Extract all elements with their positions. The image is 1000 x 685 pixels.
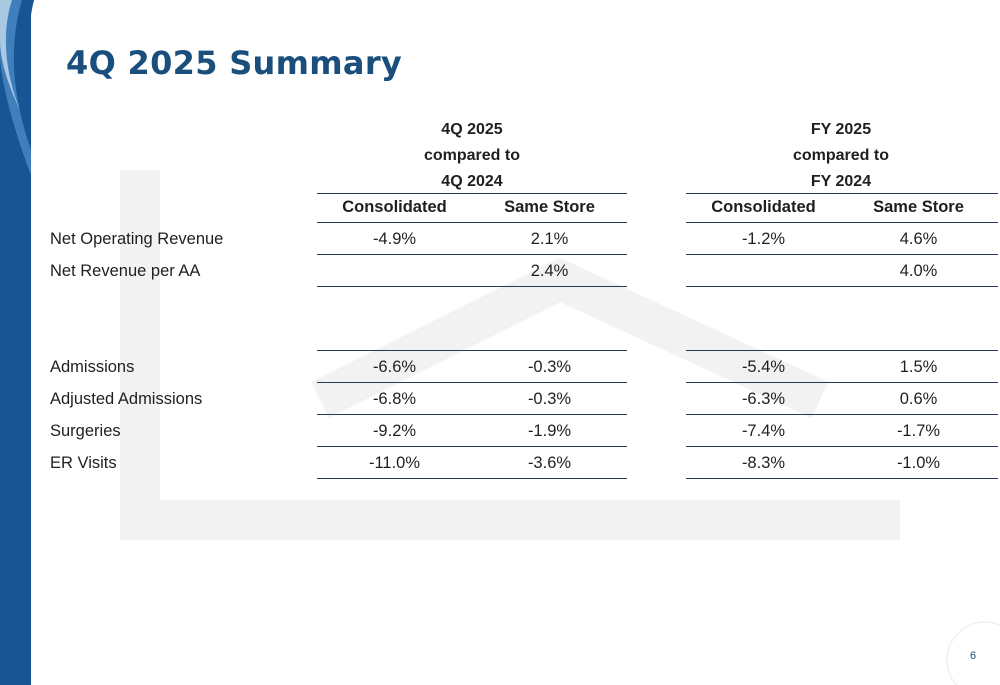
table-rule bbox=[317, 382, 627, 383]
table-rule bbox=[686, 414, 998, 415]
slide-title: 4Q 2025 Summary bbox=[66, 44, 403, 82]
col-header-fy-same-store: Same Store bbox=[873, 198, 964, 216]
group-header-line: compared to bbox=[792, 147, 889, 164]
row-label-net-revenue-per-aa: Net Revenue per AA bbox=[50, 262, 201, 280]
group-header-year: FY 2025 compared to FY 2024 bbox=[686, 117, 996, 195]
group-header-line: compared to bbox=[423, 147, 520, 164]
table-rule bbox=[686, 286, 998, 287]
col-header-fy-consolidated: Consolidated bbox=[711, 198, 816, 216]
cell-q-consolidated: -4.9% bbox=[372, 230, 417, 248]
cell-fy-same-store: -1.7% bbox=[896, 422, 941, 440]
table-rule bbox=[317, 222, 627, 223]
cell-fy-consolidated: -1.2% bbox=[741, 230, 786, 248]
group-header-line: FY 2025 bbox=[810, 121, 872, 138]
cell-q-consolidated: -9.2% bbox=[372, 422, 417, 440]
cell-fy-same-store: 4.0% bbox=[899, 262, 938, 280]
sidebar-decoration bbox=[0, 0, 34, 685]
table-rule bbox=[686, 478, 998, 479]
cell-q-same-store: 2.1% bbox=[530, 230, 569, 248]
table-rule bbox=[686, 382, 998, 383]
cell-fy-consolidated: -6.3% bbox=[741, 390, 786, 408]
row-label-admissions: Admissions bbox=[50, 358, 135, 376]
cell-fy-consolidated: -5.4% bbox=[741, 358, 786, 376]
cell-q-same-store: -1.9% bbox=[527, 422, 572, 440]
cell-fy-consolidated: -7.4% bbox=[741, 422, 786, 440]
table-rule bbox=[317, 350, 627, 351]
row-label-surgeries: Surgeries bbox=[50, 422, 121, 440]
table-rule bbox=[686, 193, 998, 194]
group-header-line: 4Q 2024 bbox=[441, 173, 503, 190]
page-corner-circle bbox=[946, 621, 1000, 685]
cell-q-same-store: -0.3% bbox=[527, 358, 572, 376]
table-rule bbox=[317, 254, 627, 255]
cell-fy-same-store: 4.6% bbox=[899, 230, 938, 248]
table-rule bbox=[686, 446, 998, 447]
cell-fy-same-store: -1.0% bbox=[896, 454, 941, 472]
cell-fy-same-store: 0.6% bbox=[899, 390, 938, 408]
col-header-q-same-store: Same Store bbox=[504, 198, 595, 216]
table-rule bbox=[317, 446, 627, 447]
cell-q-consolidated: -6.6% bbox=[372, 358, 417, 376]
table-rule bbox=[317, 414, 627, 415]
table-rule bbox=[317, 478, 627, 479]
table-rule bbox=[686, 254, 998, 255]
cell-q-same-store: 2.4% bbox=[530, 262, 569, 280]
table-rule bbox=[317, 193, 627, 194]
row-label-adjusted-admissions: Adjusted Admissions bbox=[50, 390, 203, 408]
row-label-er-visits: ER Visits bbox=[50, 454, 117, 472]
group-header-line: 4Q 2025 bbox=[441, 121, 503, 138]
table-rule bbox=[686, 222, 998, 223]
cell-fy-consolidated: -8.3% bbox=[741, 454, 786, 472]
cell-q-consolidated: -11.0% bbox=[368, 454, 421, 472]
group-header-line: FY 2024 bbox=[810, 173, 872, 190]
cell-q-same-store: -3.6% bbox=[527, 454, 572, 472]
row-label-net-operating-revenue: Net Operating Revenue bbox=[50, 230, 224, 248]
page-number: 6 bbox=[970, 650, 977, 662]
col-header-q-consolidated: Consolidated bbox=[342, 198, 447, 216]
cell-q-consolidated: -6.8% bbox=[372, 390, 417, 408]
cell-q-same-store: -0.3% bbox=[527, 390, 572, 408]
table-rule bbox=[317, 286, 627, 287]
cell-fy-same-store: 1.5% bbox=[899, 358, 938, 376]
group-header-quarter: 4Q 2025 compared to 4Q 2024 bbox=[317, 117, 627, 195]
table-rule bbox=[686, 350, 998, 351]
